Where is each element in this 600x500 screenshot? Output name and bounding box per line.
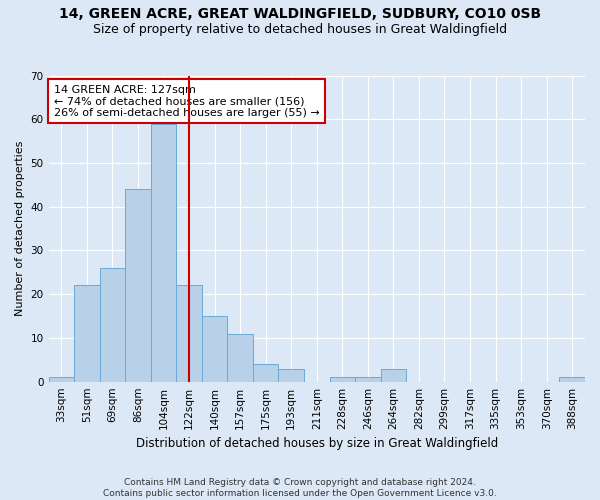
- Bar: [151, 124, 176, 382]
- Bar: [74, 286, 100, 382]
- Y-axis label: Number of detached properties: Number of detached properties: [15, 141, 25, 316]
- Bar: [355, 378, 380, 382]
- Bar: [227, 334, 253, 382]
- Text: Size of property relative to detached houses in Great Waldingfield: Size of property relative to detached ho…: [93, 22, 507, 36]
- Bar: [49, 378, 74, 382]
- Bar: [202, 316, 227, 382]
- Text: Contains HM Land Registry data © Crown copyright and database right 2024.
Contai: Contains HM Land Registry data © Crown c…: [103, 478, 497, 498]
- Bar: [380, 368, 406, 382]
- Bar: [329, 378, 355, 382]
- Bar: [278, 368, 304, 382]
- Bar: [100, 268, 125, 382]
- Bar: [125, 189, 151, 382]
- Bar: [176, 286, 202, 382]
- Bar: [559, 378, 585, 382]
- Text: 14 GREEN ACRE: 127sqm
← 74% of detached houses are smaller (156)
26% of semi-det: 14 GREEN ACRE: 127sqm ← 74% of detached …: [54, 84, 320, 118]
- X-axis label: Distribution of detached houses by size in Great Waldingfield: Distribution of detached houses by size …: [136, 437, 498, 450]
- Text: 14, GREEN ACRE, GREAT WALDINGFIELD, SUDBURY, CO10 0SB: 14, GREEN ACRE, GREAT WALDINGFIELD, SUDB…: [59, 8, 541, 22]
- Bar: [253, 364, 278, 382]
